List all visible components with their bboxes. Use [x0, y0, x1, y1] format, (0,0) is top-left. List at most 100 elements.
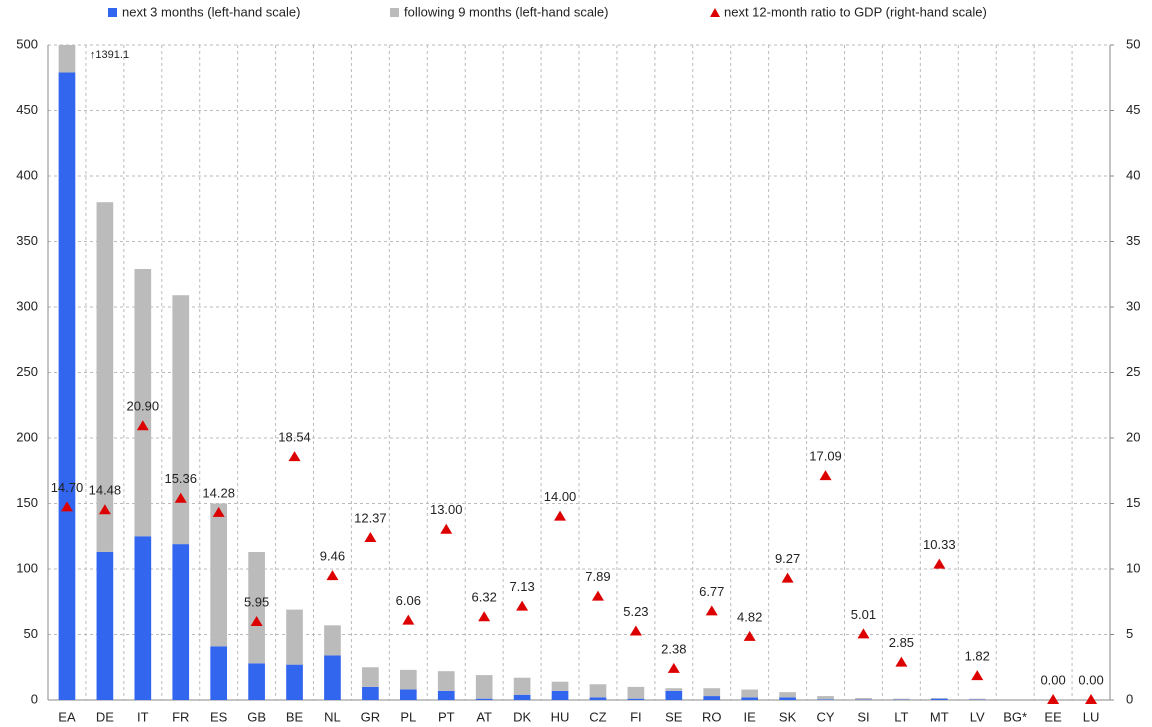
y2-tick-label: 5 — [1126, 626, 1133, 641]
value-label: 9.27 — [775, 551, 800, 566]
bar — [930, 698, 948, 700]
y2-tick-label: 40 — [1126, 167, 1140, 182]
x-tick-label: GR — [361, 709, 381, 724]
x-tick-label: IT — [137, 709, 149, 724]
value-label: 12.37 — [354, 510, 387, 525]
x-tick-label: GB — [247, 709, 266, 724]
legend-swatch — [108, 8, 117, 17]
value-label: 9.46 — [320, 549, 345, 564]
value-label: 5.23 — [623, 604, 648, 619]
bar — [362, 667, 379, 687]
y2-tick-label: 45 — [1126, 102, 1140, 117]
ratio-marker — [705, 605, 718, 616]
y2-tick-label: 15 — [1126, 495, 1140, 510]
bar — [399, 669, 417, 690]
x-tick-label: LT — [894, 709, 908, 724]
bar — [589, 697, 607, 700]
y-tick-label: 500 — [16, 36, 38, 51]
ratio-marker — [174, 492, 187, 503]
legend-swatch — [710, 8, 720, 17]
ratio-marker — [629, 625, 642, 636]
bar — [817, 699, 834, 700]
x-tick-label: HU — [551, 709, 570, 724]
bar — [324, 625, 341, 656]
value-label: 14.00 — [544, 489, 577, 504]
legend-swatch — [390, 8, 399, 17]
bar — [437, 671, 455, 691]
bar — [96, 551, 114, 700]
value-label: 15.36 — [164, 471, 197, 486]
bar — [248, 663, 265, 700]
ratio-marker — [212, 506, 225, 517]
y2-tick-label: 30 — [1126, 298, 1140, 313]
value-label: 17.09 — [809, 449, 842, 464]
ratio-marker — [98, 504, 111, 515]
bar — [134, 536, 152, 700]
bar — [172, 544, 190, 700]
x-tick-label: CZ — [589, 709, 606, 724]
bar — [703, 696, 721, 700]
x-tick-label: FR — [172, 709, 189, 724]
value-label: 2.85 — [889, 635, 914, 650]
ratio-marker — [819, 470, 832, 481]
bar — [58, 45, 76, 73]
x-tick-label: ES — [210, 709, 228, 724]
ratio-marker — [554, 510, 567, 521]
bar — [172, 295, 190, 545]
legend-label: following 9 months (left-hand scale) — [404, 4, 609, 19]
y-tick-label: 450 — [16, 102, 38, 117]
value-label: 10.33 — [923, 537, 956, 552]
x-tick-label: LV — [970, 709, 985, 724]
bar — [589, 684, 607, 698]
ratio-marker — [136, 420, 149, 431]
bar — [930, 698, 948, 699]
bar — [475, 698, 493, 700]
bar — [475, 675, 493, 699]
ratio-marker — [326, 570, 339, 581]
value-label: 5.95 — [244, 594, 269, 609]
y2-tick-label: 0 — [1126, 691, 1133, 706]
bar — [968, 698, 986, 700]
value-label: 20.90 — [127, 399, 160, 414]
x-tick-label: CY — [817, 709, 835, 724]
ratio-marker — [971, 670, 984, 681]
x-tick-label: RO — [702, 709, 722, 724]
y-tick-label: 150 — [16, 495, 38, 510]
bar — [96, 202, 114, 552]
bar — [551, 681, 569, 691]
ratio-marker — [781, 572, 794, 583]
ratio-marker — [60, 501, 73, 512]
bar — [58, 72, 76, 700]
value-label: 7.13 — [509, 579, 534, 594]
x-tick-label: MT — [930, 709, 949, 724]
ratio-marker — [516, 600, 529, 611]
x-tick-label: FI — [630, 709, 642, 724]
y-tick-label: 0 — [31, 691, 38, 706]
value-label: 13.00 — [430, 502, 463, 517]
value-label: 0.00 — [1078, 672, 1103, 687]
bar — [437, 690, 455, 700]
y2-tick-label: 10 — [1126, 560, 1140, 575]
bar — [703, 688, 721, 697]
ratio-marker — [250, 616, 263, 627]
value-label: 4.82 — [737, 609, 762, 624]
bar — [779, 692, 796, 698]
ratio-marker — [364, 531, 377, 542]
x-tick-label: EE — [1044, 709, 1062, 724]
y-tick-label: 100 — [16, 560, 38, 575]
bar — [741, 697, 759, 700]
value-label: 6.77 — [699, 584, 724, 599]
bar — [248, 551, 265, 664]
x-tick-label: SK — [779, 709, 797, 724]
bar — [665, 690, 683, 700]
bar — [627, 686, 645, 699]
y2-tick-label: 25 — [1126, 364, 1140, 379]
y-tick-label: 50 — [24, 626, 38, 641]
ratio-marker — [591, 590, 604, 601]
ratio-marker — [478, 611, 491, 622]
bars — [58, 45, 986, 700]
bar — [362, 686, 379, 700]
ratio-marker — [857, 628, 870, 639]
x-tick-label: PT — [438, 709, 455, 724]
ratio-marker — [933, 558, 946, 569]
